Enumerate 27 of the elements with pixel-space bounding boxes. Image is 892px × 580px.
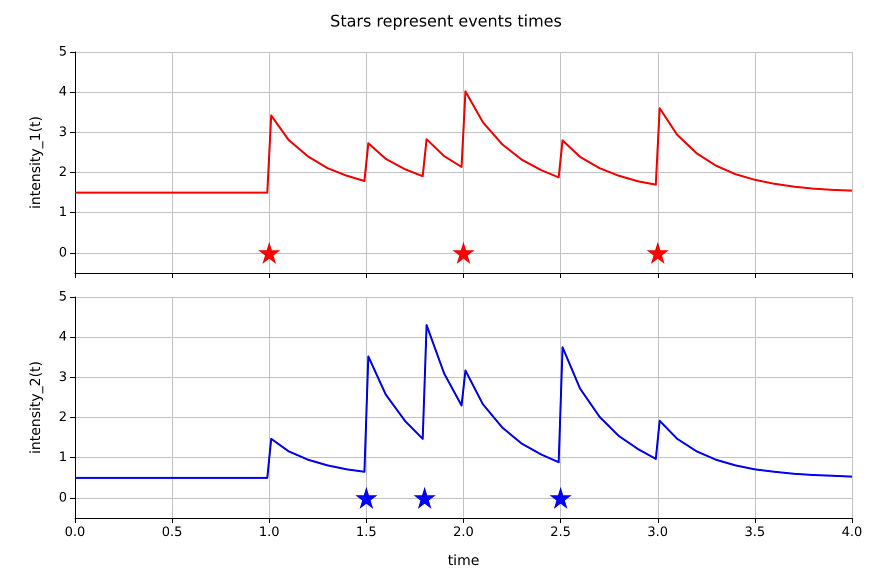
y-axis-title: intensity_1(t) [28, 116, 44, 210]
x-tick-label: 0.5 [162, 525, 182, 540]
y-tick-label: 2 [58, 410, 67, 426]
chart-title: Stars represent events times [330, 12, 562, 30]
y-tick-label: 5 [58, 44, 67, 60]
y-tick-label: 5 [58, 290, 67, 304]
y-tick-label: 0 [58, 245, 67, 260]
y-tick-label: 3 [58, 124, 67, 140]
y-tick-label: 1 [58, 450, 67, 466]
x-tick-label: 1.0 [258, 525, 280, 540]
y-tick-label: 4 [58, 84, 67, 100]
x-tick-label: 2.0 [453, 525, 474, 540]
x-tick-label: 3.5 [744, 525, 766, 540]
y-axis-title: intensity_2(t) [28, 360, 44, 454]
x-tick-label: 0.0 [64, 525, 86, 540]
y-tick-label: 1 [58, 205, 67, 220]
x-tick-label: 3.0 [647, 525, 668, 540]
x-tick-label: 2.5 [550, 525, 571, 540]
y-tick-label: 0 [58, 490, 67, 506]
line-series [74, 90, 853, 194]
x-axis-title: time [448, 553, 480, 569]
x-tick-label: 4.0 [842, 525, 862, 540]
x-tick-label: 1.5 [356, 525, 377, 540]
y-tick-label: 3 [58, 370, 67, 385]
y-tick-label: 4 [58, 330, 67, 345]
line-series [74, 324, 853, 479]
y-tick-label: 2 [58, 165, 67, 180]
